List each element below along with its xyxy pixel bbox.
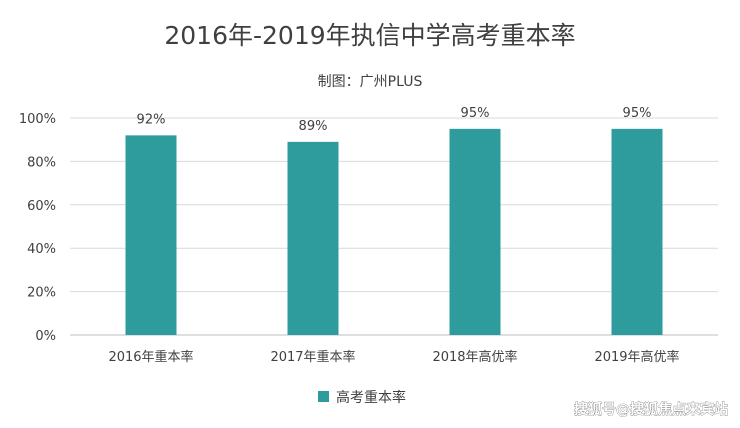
y-tick-label: 60%	[27, 199, 56, 214]
bar	[449, 128, 501, 335]
y-tick-label: 100%	[19, 112, 56, 127]
x-tick-label: 2016年重本率	[108, 349, 193, 365]
bar	[287, 141, 339, 335]
y-tick-label: 0%	[35, 329, 56, 344]
data-label: 95%	[623, 106, 652, 121]
y-tick-label: 20%	[27, 286, 56, 301]
y-tick-label: 40%	[27, 242, 56, 257]
x-axis: 2016年重本率 2017年重本率 2018年高优率 2019年高优率	[108, 349, 679, 365]
data-labels: 92% 89% 95% 95%	[137, 106, 652, 134]
x-tick-label: 2017年重本率	[270, 349, 355, 365]
bar	[611, 128, 663, 335]
chart-subtitle: 制图：广州PLUS	[318, 74, 423, 90]
bars	[125, 128, 663, 335]
legend: 高考重本率	[318, 389, 406, 406]
y-tick-label: 80%	[27, 155, 56, 170]
chart-title: 2016年-2019年执信中学高考重本率	[164, 21, 575, 50]
x-tick-label: 2018年高优率	[432, 349, 517, 365]
watermark: 搜狐号@搜狐焦点来宾站	[574, 401, 728, 418]
gridlines	[70, 117, 718, 336]
legend-swatch	[318, 391, 329, 402]
bar	[125, 135, 177, 335]
data-label: 92%	[137, 112, 166, 127]
legend-label: 高考重本率	[336, 389, 406, 406]
data-label: 95%	[461, 106, 490, 121]
data-label: 89%	[299, 119, 328, 134]
x-tick-label: 2019年高优率	[594, 349, 679, 365]
y-axis: 0% 20% 40% 60% 80% 100%	[19, 112, 56, 344]
